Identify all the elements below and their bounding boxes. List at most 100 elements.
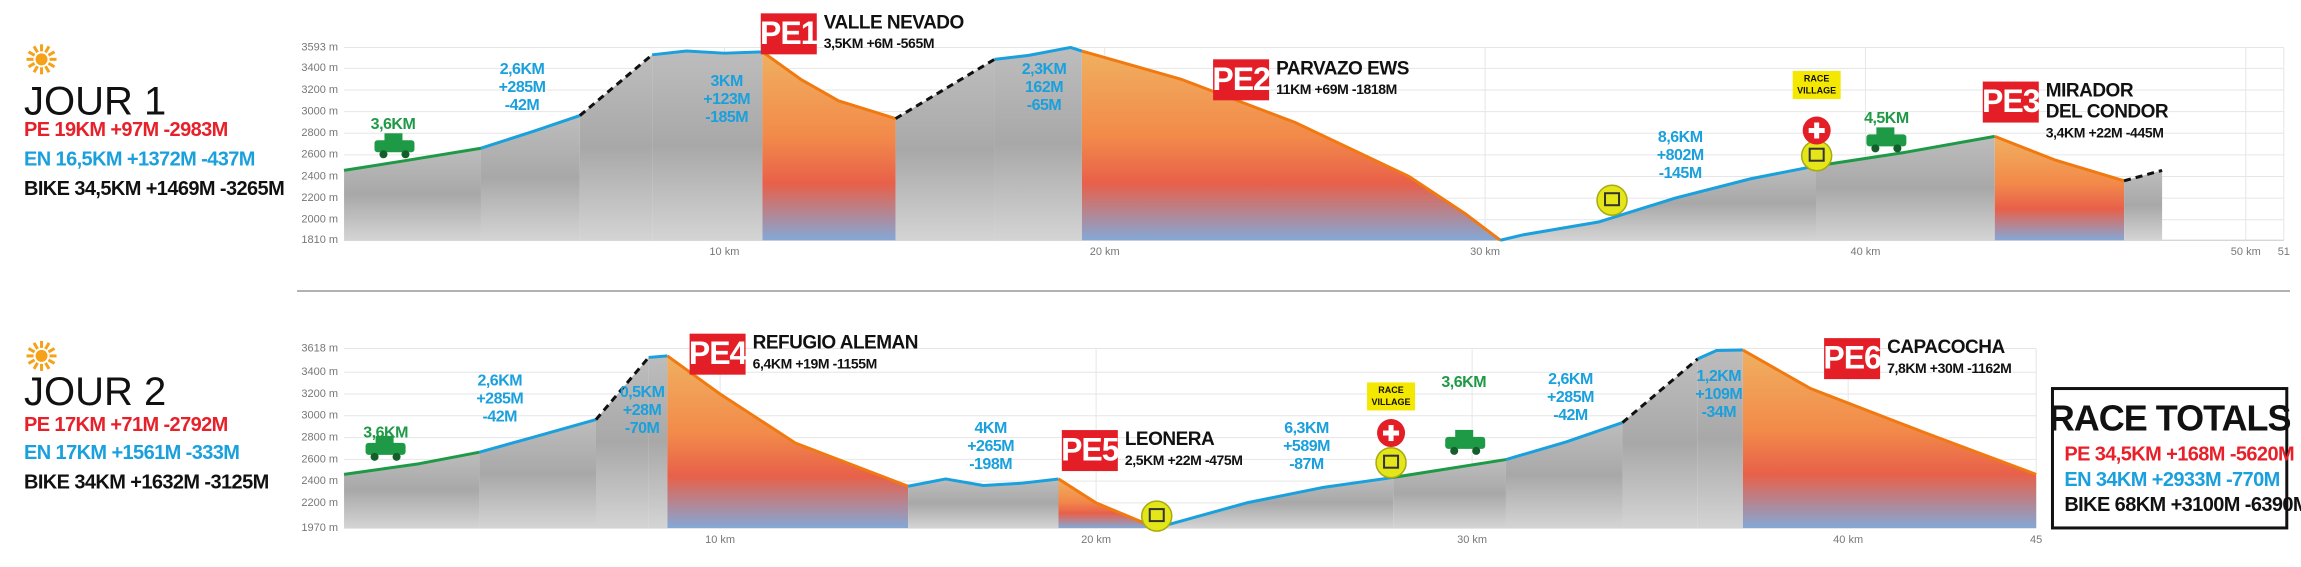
stage-badge — [689, 333, 746, 375]
profile-line — [1081, 49, 1502, 242]
day-title: JOUR 2 — [24, 370, 166, 414]
jeep-body — [1445, 436, 1486, 449]
terrain-area — [479, 419, 596, 528]
stage-badge — [1982, 81, 2039, 123]
terrain-area — [1156, 477, 1394, 528]
village-label: RACE — [1378, 385, 1404, 395]
stage-stats: 6,4KM +19M -1155M — [753, 355, 877, 371]
profile-line — [1499, 164, 1817, 242]
profile-line — [578, 53, 654, 117]
aid-circle — [1596, 184, 1628, 216]
segment-annotation: 1,2KM — [1696, 368, 1741, 385]
aid-icon — [1140, 500, 1173, 532]
profile-line — [1994, 134, 2125, 183]
jeep-wheel — [401, 150, 410, 159]
sun-ray — [47, 347, 56, 354]
segment-annotation: -34M — [1702, 404, 1737, 421]
totals-line: PE 34,5KM +168M -5620M — [2064, 444, 2294, 466]
profile-line — [648, 354, 668, 359]
profile-line — [343, 146, 482, 172]
jeep-top — [384, 133, 403, 142]
y-tick-label: 3000 m — [301, 105, 338, 117]
day-summary: PE 17KM +71M -2792M — [24, 414, 228, 436]
segment-annotation: 2,6KM — [477, 372, 522, 389]
profile-line — [1155, 475, 1394, 530]
x-tick-label: 20 km — [1081, 534, 1111, 546]
y-tick-label: 2800 m — [301, 127, 338, 139]
village-label: VILLAGE — [1797, 85, 1836, 95]
x-tick-label: 50 km — [2231, 246, 2261, 258]
day-summary: BIKE 34,5KM +1469M -3265M — [24, 178, 284, 200]
terrain-area — [1505, 422, 1623, 528]
y-tick-label: 2200 m — [301, 192, 338, 204]
terrain-area — [895, 59, 995, 241]
y-tick-label: 3618 m — [301, 342, 338, 354]
x-tick-label: 20 km — [1090, 246, 1120, 258]
profile-line — [479, 418, 597, 454]
terrain-area — [344, 452, 480, 528]
segment-annotation: +589M — [1283, 438, 1330, 455]
stage-badge — [1824, 338, 1881, 380]
profile-line — [1057, 477, 1157, 530]
segment-annotation: 3,6KM — [363, 424, 408, 441]
stage-stats: 3,4KM +22M -445M — [2046, 124, 2164, 140]
segment-annotation: +109M — [1695, 386, 1742, 403]
terrain-area — [1500, 165, 1816, 241]
segment-annotation: -42M — [1553, 407, 1588, 424]
profile-line — [1742, 348, 2037, 476]
y-tick-label: 2400 m — [301, 475, 338, 487]
segment-annotation: +802M — [1657, 147, 1704, 164]
x-tick-label: 45 — [2030, 534, 2042, 546]
profile-line — [480, 114, 581, 150]
segment-annotation: -70M — [625, 420, 660, 437]
y-tick-label: 1810 m — [301, 234, 338, 246]
terrain-area — [648, 355, 668, 528]
stage-badge-label: PE1 — [760, 15, 818, 51]
stage-name: CAPACOCHA — [1887, 337, 2005, 358]
x-tick-label: 10 km — [705, 534, 735, 546]
x-tick-label: 30 km — [1470, 246, 1500, 258]
profile-line — [894, 58, 996, 120]
day-summary: PE 19KM +97M -2983M — [24, 119, 228, 141]
jeep-icon — [1445, 429, 1486, 455]
segment-annotation: 162M — [1025, 79, 1063, 96]
terrain-area — [994, 47, 1082, 241]
aid-circle — [1375, 446, 1407, 479]
jeep-body — [365, 442, 406, 455]
day-summary: EN 16,5KM +1372M -437M — [24, 148, 255, 170]
totals-title: RACE TOTALS — [2049, 398, 2291, 439]
profile-line — [1815, 134, 1996, 168]
segment-annotation: -185M — [705, 109, 748, 126]
segment-annotation: 2,6KM — [500, 61, 545, 78]
aid-symbol — [1148, 508, 1165, 523]
terrain-area — [652, 51, 763, 241]
segment-annotation: -65M — [1027, 97, 1062, 114]
stage-area — [1994, 136, 2125, 241]
stage-area — [1742, 350, 2037, 528]
y-tick-label: 2800 m — [301, 431, 338, 443]
stage-badge-label: PE4 — [689, 335, 748, 371]
aid-circle — [1800, 139, 1833, 172]
profile-line — [1505, 421, 1624, 462]
stage-name: MIRADOR — [2046, 81, 2134, 102]
jeep-wheel — [1893, 144, 1902, 153]
segment-annotation: +123M — [703, 91, 750, 108]
jeep-top — [1876, 127, 1895, 136]
sun-ray — [32, 45, 39, 54]
y-tick-label: 3593 m — [301, 41, 338, 53]
segment-annotation: +265M — [967, 438, 1014, 455]
sun-ray — [32, 362, 39, 370]
segment-annotation: 2,6KM — [1548, 371, 1593, 388]
sun-ray — [44, 45, 51, 54]
segment-annotation: -145M — [1659, 165, 1702, 182]
medical-cross — [1388, 425, 1394, 442]
jeep-body — [1866, 134, 1907, 147]
jeep-wheel — [379, 150, 388, 159]
sun-core — [35, 53, 48, 66]
segment-annotation: 3KM — [711, 73, 743, 90]
profile-line — [343, 450, 480, 476]
sun-icon — [26, 340, 57, 371]
y-tick-label: 1970 m — [301, 522, 338, 534]
terrain-area — [579, 54, 653, 241]
